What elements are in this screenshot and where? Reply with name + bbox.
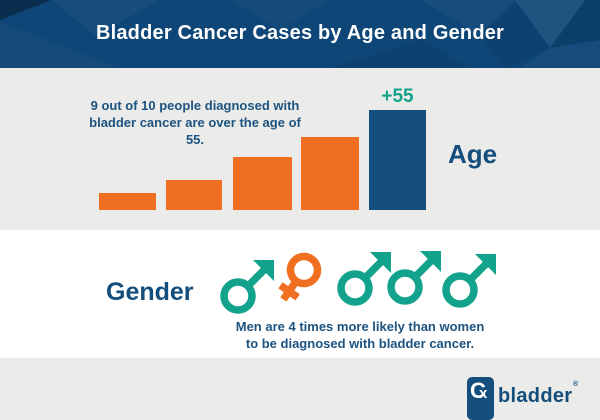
age-bar-4 [301, 137, 359, 210]
male-symbol-icon [387, 251, 441, 305]
male-symbol-icon [337, 252, 391, 306]
age-bar-1 [99, 193, 156, 210]
age-bar-3 [233, 157, 292, 210]
age-section-label: Age [448, 139, 498, 169]
age-caption: 9 out of 10 people diagnosed with bladde… [85, 97, 305, 148]
gender-caption-line2: to be diagnosed with bladder cancer. [245, 336, 475, 351]
footer-band: C x bladder ® [0, 358, 600, 420]
gender-section-label: Gender [106, 278, 194, 306]
female-symbol-icon [278, 252, 322, 302]
bar-55plus-label: +55 [381, 86, 414, 107]
gender-caption-line1: Men are 4 times more likely than women [235, 319, 485, 334]
age-bar-2 [166, 180, 222, 210]
cxbladder-logo-icon: C x [467, 377, 494, 420]
age-caption-line1: 9 out of 10 people diagnosed with [90, 98, 300, 113]
male-symbol-icon [220, 260, 274, 314]
age-caption-line2: bladder cancer are over the age of 55. [89, 115, 301, 147]
gender-caption: Men are 4 times more likely than women t… [210, 318, 510, 352]
gender-section: Gender Men are 4 times more likely than … [0, 230, 600, 358]
gender-symbols-row [220, 251, 496, 314]
header-polygon-pattern [0, 0, 600, 68]
age-section: 9 out of 10 people diagnosed with bladde… [0, 68, 600, 230]
page-title: Bladder Cancer Cases by Age and Gender [95, 22, 505, 44]
male-symbol-icon [442, 254, 496, 308]
age-bar-55plus [369, 110, 426, 210]
header-band: Bladder Cancer Cases by Age and Gender [0, 0, 600, 68]
logo-letter-c: C [470, 378, 486, 403]
registered-trademark-icon: ® [573, 381, 579, 388]
logo-letter-x: x [479, 385, 488, 402]
logo-wordmark: bladder [498, 385, 573, 407]
